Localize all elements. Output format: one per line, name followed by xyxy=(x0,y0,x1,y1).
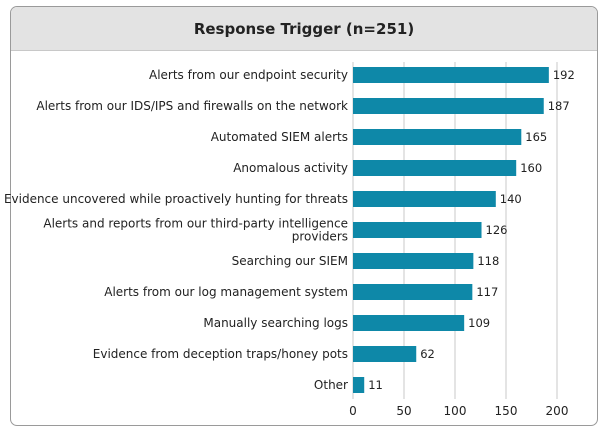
bar-value-label: 117 xyxy=(476,285,498,299)
category-label: Evidence from deception traps/honey pots xyxy=(93,347,348,361)
category-label: Searching our SIEM xyxy=(232,254,348,268)
category-label: Automated SIEM alerts xyxy=(211,130,348,144)
bar-value-label: 160 xyxy=(520,161,542,175)
x-tick-label: 200 xyxy=(546,404,569,418)
bar xyxy=(353,253,474,269)
x-tick-label: 100 xyxy=(444,404,467,418)
category-label: Alerts from our IDS/IPS and firewalls on… xyxy=(36,99,348,113)
x-tick-label: 50 xyxy=(396,404,411,418)
bar xyxy=(353,346,417,362)
bar xyxy=(353,284,473,300)
category-label: Evidence uncovered while proactively hun… xyxy=(4,192,348,206)
category-label: Alerts and reports from our third-party … xyxy=(43,217,348,231)
bar-value-label: 126 xyxy=(486,223,508,237)
category-label: Manually searching logs xyxy=(203,316,348,330)
bar xyxy=(353,222,482,238)
x-tick-label: 150 xyxy=(495,404,518,418)
category-label: providers xyxy=(292,230,348,244)
bar xyxy=(353,191,496,207)
bar-value-label: 165 xyxy=(525,130,547,144)
chart-title: Response Trigger (n=251) xyxy=(193,19,415,38)
bar-value-label: 62 xyxy=(420,347,435,361)
bar-value-label: 118 xyxy=(477,254,499,268)
bar-value-label: 140 xyxy=(500,192,522,206)
category-label: Anomalous activity xyxy=(233,161,348,175)
bar xyxy=(353,67,549,83)
chart-title-bar: Response Trigger (n=251) xyxy=(11,7,597,51)
category-label: Alerts from our log management system xyxy=(104,285,348,299)
bar xyxy=(353,129,522,145)
bar xyxy=(353,98,544,114)
bar-value-label: 192 xyxy=(553,68,575,82)
bar-value-label: 109 xyxy=(468,316,490,330)
bar xyxy=(353,377,365,393)
bar xyxy=(353,315,465,331)
bar-value-label: 187 xyxy=(548,99,570,113)
bar-value-label: 11 xyxy=(368,378,383,392)
category-label: Other xyxy=(314,378,348,392)
bar xyxy=(353,160,517,176)
category-label: Alerts from our endpoint security xyxy=(149,68,348,82)
x-tick-label: 0 xyxy=(349,404,357,418)
